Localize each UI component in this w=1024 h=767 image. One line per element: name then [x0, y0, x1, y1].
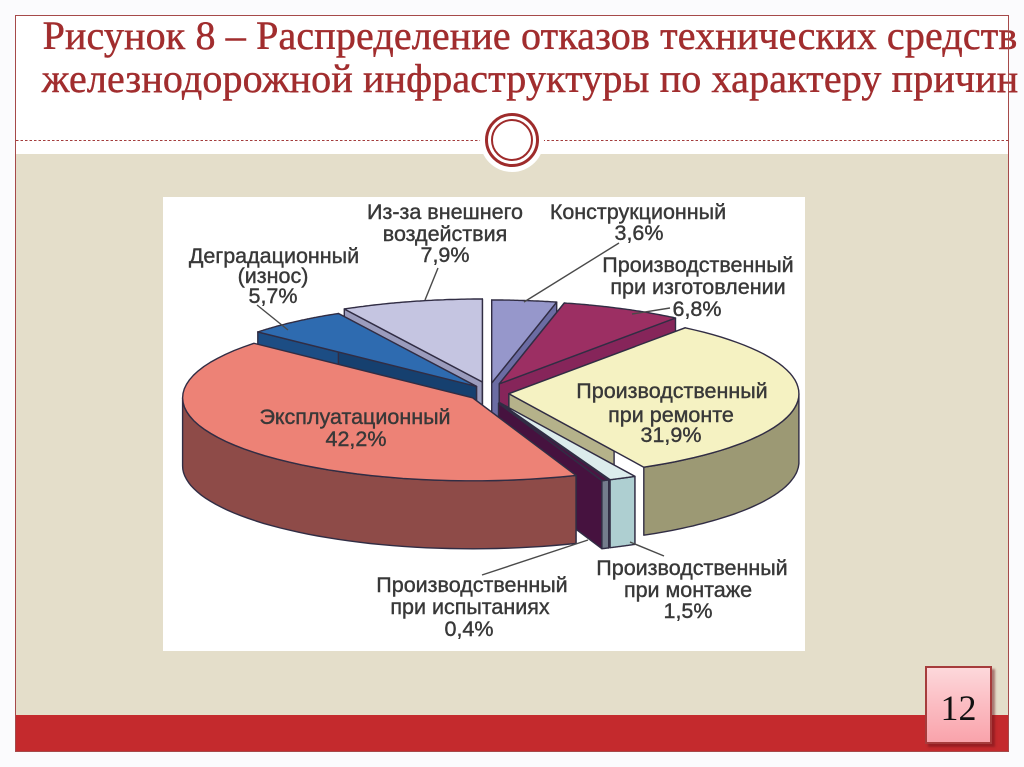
svg-text:5,7%: 5,7%: [248, 284, 297, 308]
svg-text:Производственный: Производственный: [596, 556, 787, 580]
svg-text:Производственный: Производственный: [376, 573, 567, 597]
svg-text:3,6%: 3,6%: [614, 221, 663, 245]
svg-text:Из-за внешнего: Из-за внешнего: [367, 200, 523, 224]
svg-text:0,4%: 0,4%: [444, 617, 493, 641]
svg-text:Эксплуатационный: Эксплуатационный: [259, 405, 450, 429]
svg-text:7,9%: 7,9%: [420, 243, 469, 267]
svg-text:при ремонте: при ремонте: [608, 403, 734, 427]
svg-text:6,8%: 6,8%: [672, 297, 721, 321]
svg-text:при изготовлении: при изготовлении: [610, 275, 785, 299]
svg-text:Производственный: Производственный: [576, 379, 767, 403]
svg-text:Конструкционный: Конструкционный: [550, 200, 726, 224]
svg-text:1,5%: 1,5%: [663, 599, 712, 623]
svg-text:Деградационный: Деградационный: [189, 244, 359, 268]
svg-text:воздействия: воздействия: [383, 222, 507, 246]
svg-text:31,9%: 31,9%: [641, 423, 702, 447]
svg-text:при монтаже: при монтаже: [624, 578, 752, 602]
svg-text:(износ): (износ): [238, 264, 309, 288]
svg-text:42,2%: 42,2%: [326, 427, 387, 451]
svg-text:Производственный: Производственный: [602, 253, 793, 277]
svg-text:при испытаниях: при испытаниях: [390, 595, 550, 619]
